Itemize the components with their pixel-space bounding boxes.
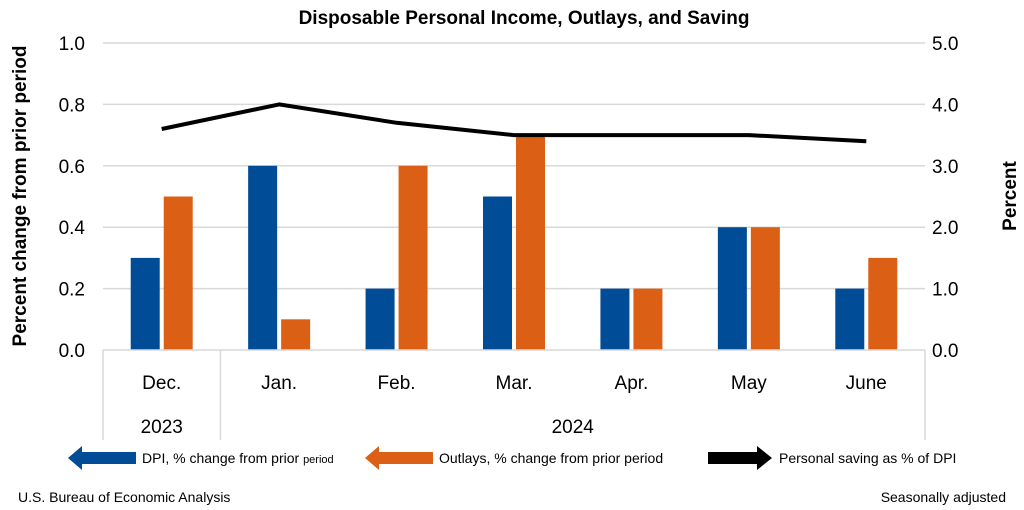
legend-item-saving: Personal saving as % of DPI: [708, 446, 956, 470]
year-label: 2024: [552, 417, 595, 438]
chart-title: Disposable Personal Income, Outlays, and…: [299, 8, 750, 29]
right-axis-ticks: 0.0 1.0 2.0 3.0 4.0 5.0: [932, 34, 958, 362]
left-axis-title: Percent change from prior period: [10, 46, 31, 347]
category-label: Feb.: [378, 373, 416, 394]
legend-dpi-label: DPI, % change from prior period: [142, 450, 334, 466]
bar-outlays-5: [633, 288, 663, 350]
right-tick-label: 1.0: [932, 280, 958, 301]
category-label: May: [731, 373, 767, 394]
left-axis-ticks: 0.0 0.2 0.4 0.6 0.8 1.0: [59, 34, 86, 362]
category-label: June: [846, 373, 887, 394]
bar-outlays-3: [398, 165, 428, 350]
legend-saving-arrow-icon: [708, 446, 772, 470]
right-tick-label: 4.0: [932, 95, 958, 116]
right-tick-label: 0.0: [932, 341, 958, 362]
year-label: 2023: [141, 417, 183, 438]
category-label: Dec.: [142, 373, 181, 394]
legend-saving-label: Personal saving as % of DPI: [779, 450, 956, 466]
legend: DPI, % change from prior period Outlays,…: [68, 446, 956, 470]
bar-dpi-3: [365, 288, 395, 350]
legend-dpi-arrow-icon: [68, 446, 136, 470]
legend-item-outlays: Outlays, % change from prior period: [365, 446, 663, 470]
bar-dpi-4: [483, 196, 512, 350]
left-tick-label: 0.8: [59, 95, 85, 116]
axes: [102, 349, 926, 440]
right-tick-label: 5.0: [932, 34, 958, 55]
legend-outlays-label: Outlays, % change from prior period: [439, 450, 663, 466]
bar-dpi-7: [835, 288, 865, 350]
legend-item-dpi: DPI, % change from prior period: [68, 446, 334, 470]
bar-dpi-5: [600, 288, 630, 350]
right-tick-label: 3.0: [932, 157, 958, 178]
bar-dpi-2: [248, 165, 278, 350]
category-labels: Dec. Jan. Feb. Mar. Apr. May June: [142, 373, 887, 394]
saving-rate-line: [161, 102, 867, 144]
bar-outlays-1: [163, 196, 193, 350]
bar-outlays-4: [516, 135, 545, 350]
left-tick-label: 0.6: [59, 157, 85, 178]
category-label: Apr.: [615, 373, 649, 394]
left-tick-label: 0.0: [59, 341, 85, 362]
legend-outlays-arrow-icon: [365, 446, 433, 470]
right-tick-label: 2.0: [932, 218, 958, 239]
left-tick-label: 0.4: [59, 218, 86, 239]
left-tick-label: 0.2: [59, 280, 85, 301]
bar-dpi-1: [130, 257, 160, 350]
bars: [130, 135, 898, 350]
right-axis-title: Percent: [1000, 160, 1021, 230]
bar-dpi-6: [717, 227, 747, 350]
gridlines: [103, 42, 925, 290]
left-tick-label: 1.0: [59, 34, 85, 55]
bar-outlays-6: [750, 227, 780, 350]
category-label: Jan.: [261, 373, 297, 394]
saving-line: [161, 102, 867, 144]
year-labels: 2023 2024: [141, 417, 595, 438]
bar-outlays-7: [868, 257, 898, 350]
category-label: Mar.: [496, 373, 533, 394]
bar-outlays-2: [281, 319, 311, 350]
seasonal-note: Seasonally adjusted: [881, 489, 1006, 505]
source-note: U.S. Bureau of Economic Analysis: [18, 489, 230, 505]
